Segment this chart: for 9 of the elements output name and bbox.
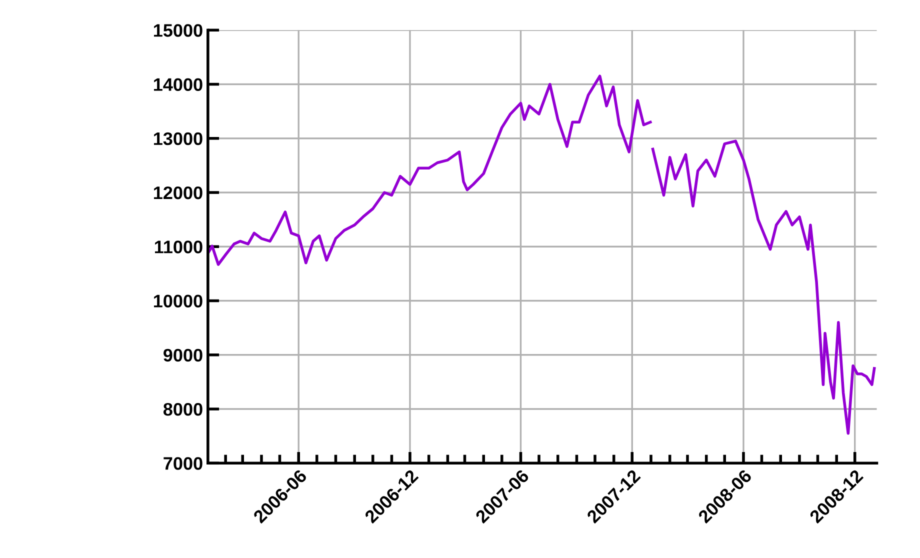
y-tick-label: 7000 [164, 457, 202, 470]
y-tick-label: 9000 [164, 348, 202, 362]
y-tick-label: 13000 [154, 132, 202, 146]
y-tick-label: 15000 [154, 24, 202, 37]
y-tick-label: 10000 [154, 294, 202, 308]
y-tick-label: 8000 [163, 402, 202, 416]
y-tick-label: 12000 [154, 186, 202, 200]
y-tick-label: 14000 [154, 78, 202, 91]
y-tick-label: 11000 [154, 240, 202, 254]
